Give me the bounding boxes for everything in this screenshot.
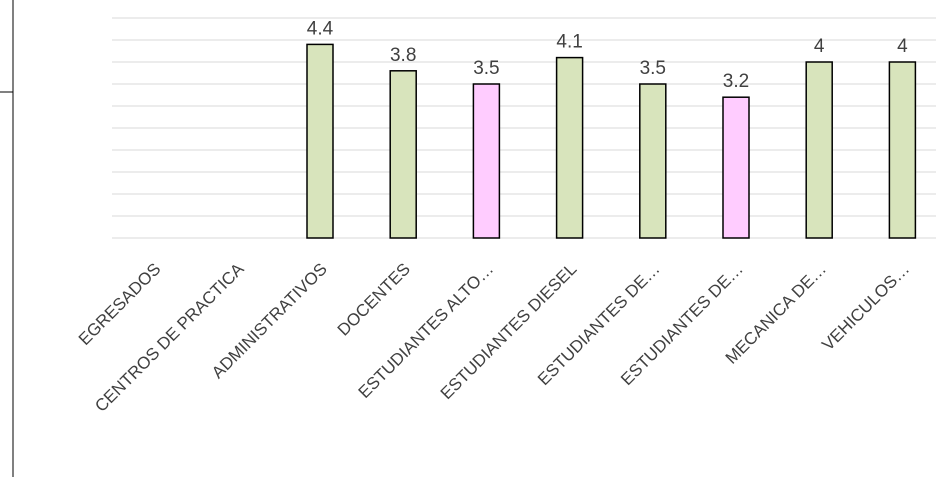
bars: [306, 43, 917, 239]
category-label: VEHICULOS…: [818, 259, 913, 354]
value-label: 4: [897, 36, 908, 57]
bar: [722, 96, 750, 239]
bar: [306, 43, 334, 239]
bar: [472, 83, 501, 239]
value-labels: 4.4 3.8 3.5 4.1 3.5 3.2 4 4: [307, 18, 908, 92]
category-label: DOCENTES: [334, 259, 414, 339]
value-label: 3.8: [390, 45, 416, 66]
value-label: 4.1: [556, 32, 582, 53]
category-label: CENTROS DE PRACTICA: [91, 259, 248, 416]
bar: [888, 61, 917, 239]
value-label: 3.2: [723, 71, 749, 92]
bar: [805, 61, 833, 239]
gridlines: [112, 17, 936, 239]
bar: [389, 70, 417, 239]
bar: [555, 56, 584, 239]
value-label: 4: [814, 36, 825, 57]
category-label: ESTUDIANTES ALTO…: [355, 259, 498, 402]
bar: [639, 83, 667, 239]
category-label: EGRESADOS: [75, 259, 165, 349]
value-label: 3.5: [640, 58, 666, 79]
category-label: ESTUDIANTES DIESEL: [437, 259, 581, 403]
value-label: 3.5: [473, 58, 499, 79]
value-label: 4.4: [307, 18, 334, 39]
